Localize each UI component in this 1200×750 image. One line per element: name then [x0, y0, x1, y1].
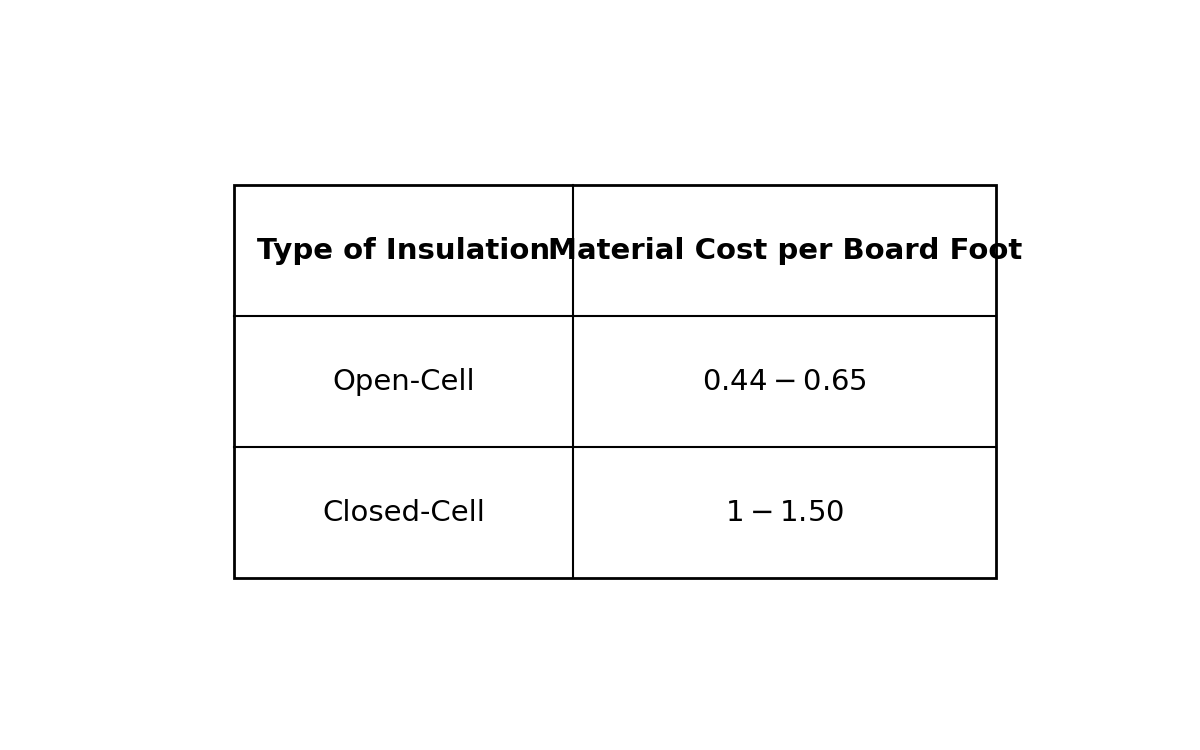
- Text: $0.44-$0.65: $0.44-$0.65: [702, 368, 868, 396]
- Text: Type of Insulation: Type of Insulation: [257, 237, 550, 265]
- Text: Open-Cell: Open-Cell: [332, 368, 475, 396]
- Text: $1-$1.50: $1-$1.50: [725, 499, 845, 526]
- Text: Closed-Cell: Closed-Cell: [322, 499, 485, 526]
- Bar: [234, 185, 996, 578]
- Text: Material Cost per Board Foot: Material Cost per Board Foot: [547, 237, 1022, 265]
